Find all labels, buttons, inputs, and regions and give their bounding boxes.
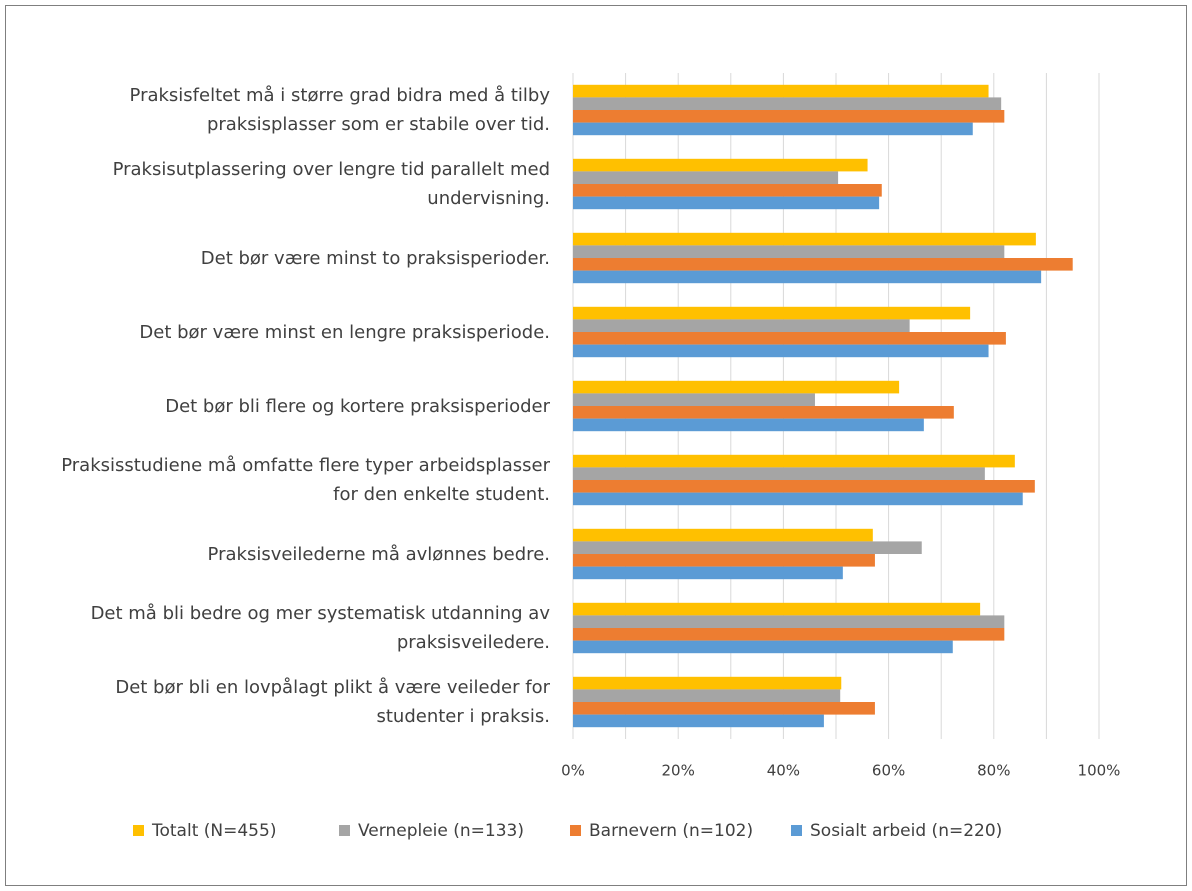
legend-label: Barnevern (n=102) (589, 821, 753, 841)
y-tick-label: Praksisveilederne må avlønnes bedre. (40, 517, 550, 591)
x-tick-label: 20% (662, 762, 695, 780)
y-tick-text: Det må bli bedre og mer systematisk utda… (90, 603, 550, 653)
bar (573, 467, 985, 480)
category-label-box: Det må bli bedre og mer systematisk utda… (40, 591, 550, 665)
category-label-box: Det bør være minst to praksisperioder. (40, 221, 550, 295)
bar (573, 332, 1006, 345)
bar (573, 541, 922, 554)
y-tick-text: Praksisstudiene må omfatte flere typer a… (61, 455, 550, 505)
category-label-box: Praksisstudiene må omfatte flere typer a… (40, 443, 550, 517)
bar (573, 97, 1002, 110)
legend-swatch (570, 825, 581, 836)
bar (573, 602, 981, 616)
chart-frame (5, 5, 1187, 886)
bar (573, 554, 875, 567)
x-tick-label: 60% (872, 762, 905, 780)
bar (573, 406, 954, 419)
bar (573, 171, 839, 184)
bar (573, 84, 989, 98)
category-label-box: Det bør bli en lovpålagt plikt å være ve… (40, 665, 550, 739)
bar (573, 492, 1023, 506)
bar (573, 418, 924, 432)
bar (573, 232, 1036, 246)
bar (573, 702, 875, 715)
y-tick-label: Det må bli bedre og mer systematisk utda… (40, 591, 550, 665)
bar (573, 528, 873, 542)
bar (573, 628, 1005, 641)
bar (573, 714, 824, 728)
category-label-box: Praksisutplassering over lengre tid para… (40, 147, 550, 221)
legend-label: Totalt (N=455) (151, 821, 276, 841)
legend-label: Vernepleie (n=133) (358, 821, 524, 841)
bar (573, 640, 953, 654)
bar (573, 393, 815, 406)
bar (573, 122, 973, 136)
bar (573, 454, 1015, 468)
y-tick-label: Praksisutplassering over lengre tid para… (40, 147, 550, 221)
x-tick-label: 100% (1078, 762, 1121, 780)
legend-swatch (133, 825, 144, 836)
y-tick-text: Det bør bli en lovpålagt plikt å være ve… (115, 677, 550, 727)
bar (573, 110, 1005, 123)
bar (573, 380, 900, 394)
x-tick-label: 80% (977, 762, 1010, 780)
bar (573, 184, 882, 197)
y-tick-label: Det bør være minst en lengre praksisperi… (40, 295, 550, 369)
y-tick-text: Praksisfeltet må i større grad bidra med… (129, 85, 550, 135)
bar (573, 566, 843, 580)
bar (573, 480, 1035, 493)
bar (573, 689, 841, 702)
x-tick-label: 40% (767, 762, 800, 780)
bar (573, 245, 1005, 258)
bar (573, 158, 868, 172)
y-tick-label: Det bør være minst to praksisperioder. (40, 221, 550, 295)
legend-swatch (339, 825, 350, 836)
bar (573, 306, 971, 320)
y-tick-text: Det bør være minst en lengre praksisperi… (139, 321, 550, 343)
bar (573, 676, 842, 690)
y-tick-text: Det bør være minst to praksisperioder. (200, 247, 550, 269)
category-label-box: Det bør bli flere og kortere praksisperi… (40, 369, 550, 443)
y-tick-label: Det bør bli flere og kortere praksisperi… (40, 369, 550, 443)
bar (573, 319, 910, 332)
legend-label: Sosialt arbeid (n=220) (810, 821, 1002, 841)
y-tick-text: Det bør bli flere og kortere praksisperi… (165, 395, 550, 417)
bar (573, 615, 1005, 628)
y-tick-text: Praksisutplassering over lengre tid para… (112, 159, 550, 209)
bar (573, 270, 1042, 284)
y-tick-label: Praksisfeltet må i større grad bidra med… (40, 73, 550, 147)
y-tick-label: Praksisstudiene må omfatte flere typer a… (40, 443, 550, 517)
bar (573, 196, 880, 210)
category-label-box: Praksisfeltet må i større grad bidra med… (40, 73, 550, 147)
bar (573, 258, 1073, 271)
bar (573, 344, 989, 358)
y-tick-text: Praksisveilederne må avlønnes bedre. (207, 543, 550, 565)
x-tick-label: 0% (561, 762, 585, 780)
legend-swatch (791, 825, 802, 836)
category-label-box: Praksisveilederne må avlønnes bedre. (40, 517, 550, 591)
category-label-box: Det bør være minst en lengre praksisperi… (40, 295, 550, 369)
y-tick-label: Det bør bli en lovpålagt plikt å være ve… (40, 665, 550, 739)
